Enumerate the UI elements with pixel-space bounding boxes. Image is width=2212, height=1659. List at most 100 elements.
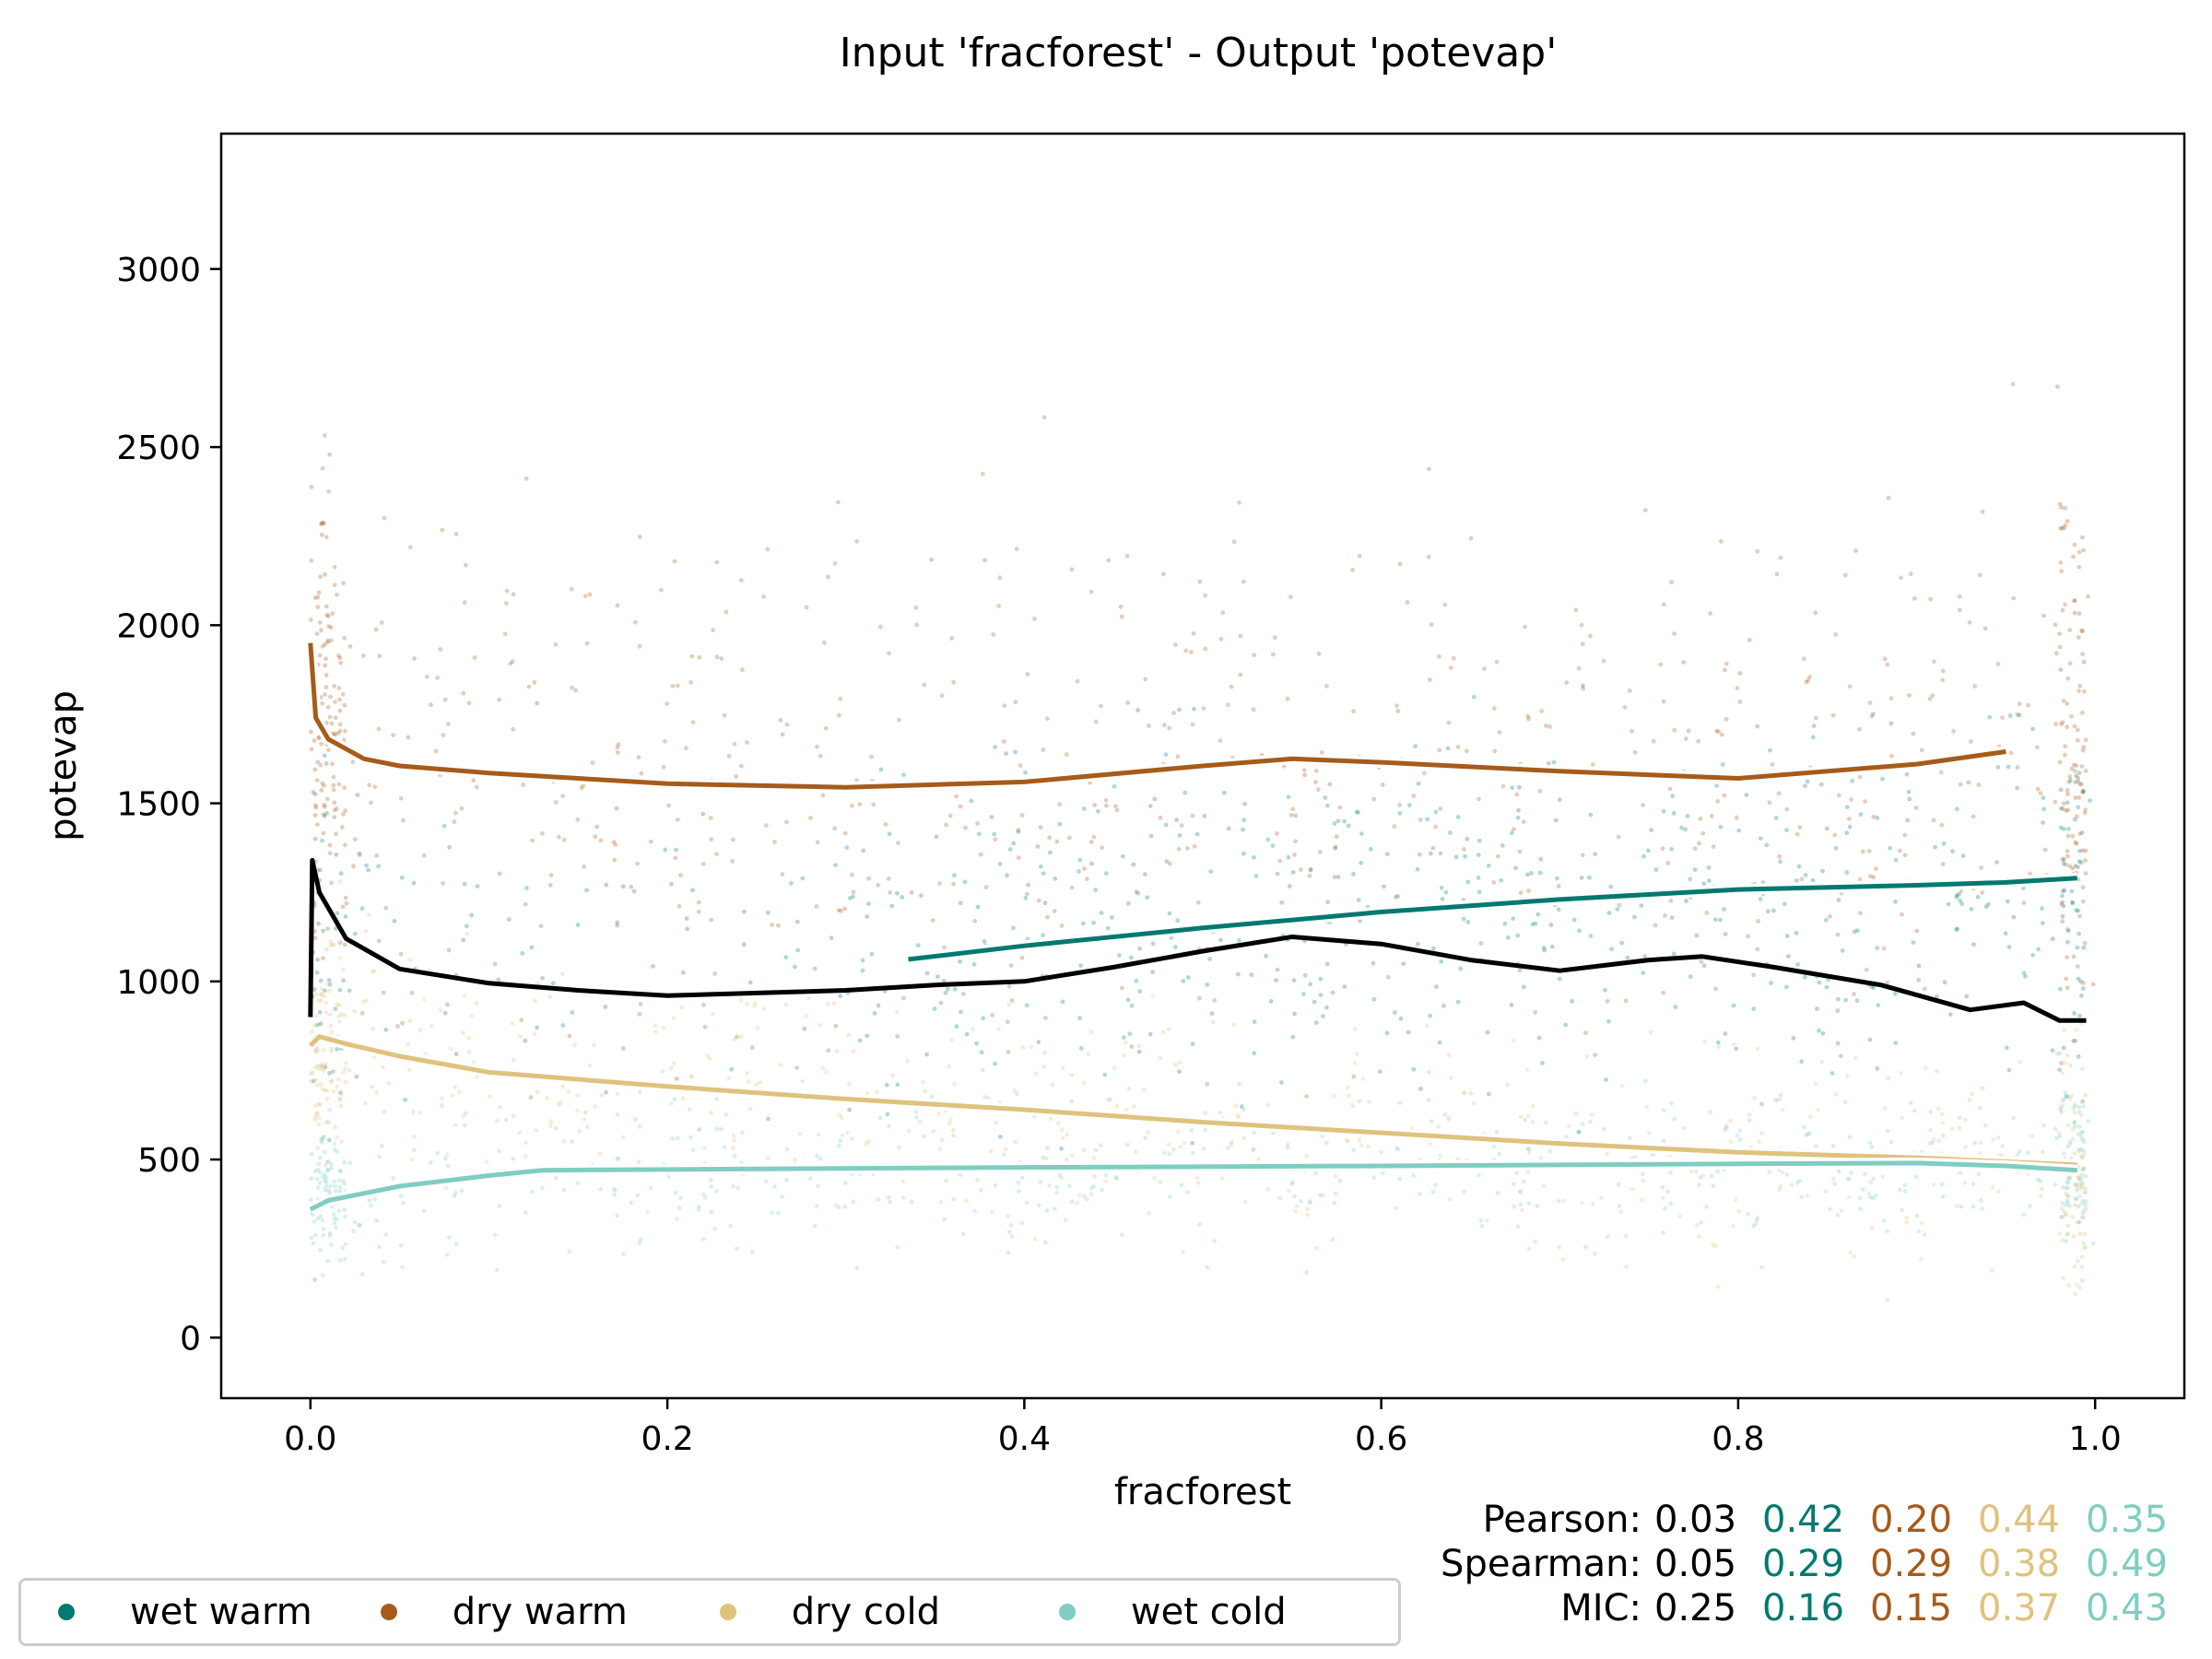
scatter-point [343,1079,348,1085]
scatter-point [1695,1222,1700,1228]
scatter-point [1542,947,1547,953]
scatter-point [2066,780,2072,784]
scatter-point [332,564,337,570]
scatter-point [1697,1234,1701,1240]
scatter-point [364,998,369,1003]
scatter-point [2067,864,2073,869]
scatter-point [1005,1213,1010,1218]
scatter-point [1724,1125,1729,1131]
scatter-point [2076,1219,2081,1225]
scatter-point [1092,1173,1098,1179]
scatter-point [1335,875,1341,879]
scatter-point [325,1188,331,1193]
scatter-point [1308,867,1313,873]
scatter-point [1718,917,1723,923]
scatter-point [1857,877,1863,882]
scatter-point [732,1137,737,1143]
scatter-point [1967,619,1972,625]
scatter-point [814,1204,819,1209]
stat-value: 0.25 [1654,1587,1737,1630]
scatter-point [1820,868,1825,874]
scatter-point [1285,696,1290,701]
scatter-point [366,867,371,873]
scatter-point [2081,789,2086,794]
scatter-point [1669,1100,1675,1106]
scatter-point [2003,931,2008,936]
scatter-point [1698,816,1703,821]
scatter-point [1313,1171,1318,1176]
scatter-point [1533,1239,1538,1244]
scatter-point [2065,1223,2070,1229]
scatter-point [2015,712,2020,717]
scatter-point [330,1204,335,1209]
scatter-point [1147,1031,1153,1037]
scatter-point [323,663,327,668]
scatter-point [1746,934,1750,939]
scatter-point [1514,1171,1520,1176]
scatter-point [1623,998,1629,1004]
scatter-point [317,1170,323,1175]
scatter-point [884,1082,889,1088]
scatter-point [1632,914,1637,920]
scatter-point [1002,703,1007,709]
scatter-point [1045,1208,1050,1213]
scatter-point [1819,1060,1824,1065]
scatter-point [440,1103,445,1108]
scatter-point [614,806,619,811]
scatter-point [1653,867,1659,872]
scatter-point [888,1199,893,1205]
scatter-point [316,921,321,926]
scatter-point [2066,1177,2072,1182]
scatter-point [1958,1171,1963,1175]
scatter-point [1334,834,1339,840]
scatter-point [331,1088,336,1094]
scatter-point [765,1156,771,1161]
scatter-point [1440,897,1445,901]
scatter-point [1319,750,1324,755]
scatter-point [561,837,567,842]
scatter-point [1873,866,1878,871]
scatter-point [1805,1194,1810,1198]
scatter-point [2067,774,2073,780]
scatter-point [312,767,318,772]
scatter-point [1033,1071,1039,1077]
scatter-point [2070,900,2075,905]
scatter-point [633,619,638,625]
scatter-point [1580,1201,1584,1206]
x-tick-label: 0.8 [1712,1420,1764,1458]
scatter-point [847,1107,852,1112]
scatter-point [1335,818,1341,824]
scatter-point [2015,785,2020,791]
scatter-point [1668,1170,1673,1175]
scatter-point [379,1143,384,1148]
scatter-point [1867,700,1873,705]
scatter-point [1794,1180,1800,1185]
scatter-point [604,1089,608,1095]
scatter-point [548,873,554,877]
scatter-point [327,982,333,987]
scatter-point [1990,1184,1995,1190]
scatter-point [826,1048,831,1053]
scatter-point [1148,833,1154,839]
scatter-point [347,1160,353,1166]
scatter-point [327,1233,333,1239]
scatter-point [896,841,900,846]
scatter-point [1773,816,1779,820]
scatter-point [1158,1180,1163,1184]
scatter-point [806,995,811,1001]
scatter-point [2079,1172,2085,1178]
scatter-point [1660,1184,1665,1190]
scatter-point [1007,847,1013,852]
scatter-point [392,918,397,924]
scatter-point [1927,1141,1933,1147]
scatter-point [319,1063,324,1068]
scatter-point [1627,688,1632,693]
scatter-point [1734,1196,1738,1202]
scatter-point [401,818,406,823]
scatter-point [1385,974,1391,980]
scatter-point [318,1021,324,1027]
scatter-point [1176,1129,1181,1135]
scatter-point [1277,858,1283,864]
scatter-point [452,1194,457,1198]
scatter-point [701,1002,706,1007]
